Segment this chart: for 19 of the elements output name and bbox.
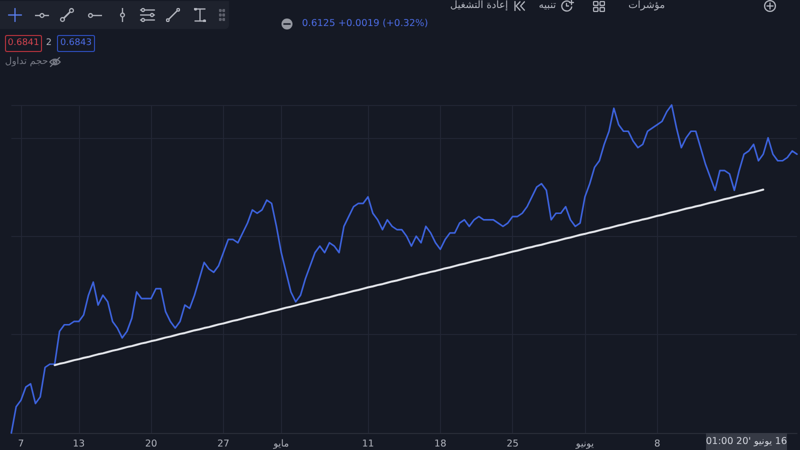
x-tick-label: يونيو	[574, 438, 594, 450]
text: 0.6843	[57, 35, 95, 52]
text: 0.6841	[5, 35, 42, 52]
x-tick-label: 8	[654, 438, 660, 450]
x-tick-label: 20	[145, 438, 158, 450]
text: إعادة التشغيل	[450, 0, 508, 11]
text: مؤشرات	[628, 0, 665, 11]
x-tick-label: 18	[434, 438, 446, 450]
text: تنبيه	[538, 0, 556, 11]
text: 0.6125 +0.0019 (+0.32%)	[302, 18, 428, 29]
text: 16 يونيو '20 01:00	[706, 433, 788, 450]
x-tick-label: 7	[18, 438, 24, 450]
text: حجم تداول	[5, 56, 48, 67]
text: 2	[46, 38, 52, 48]
x-tick-label: مايو	[272, 438, 290, 450]
x-tick-label: 13	[72, 438, 85, 450]
x-tick-label: 25	[506, 438, 519, 450]
x-tick-label: 11	[362, 438, 374, 450]
x-tick-label: 27	[217, 438, 230, 450]
